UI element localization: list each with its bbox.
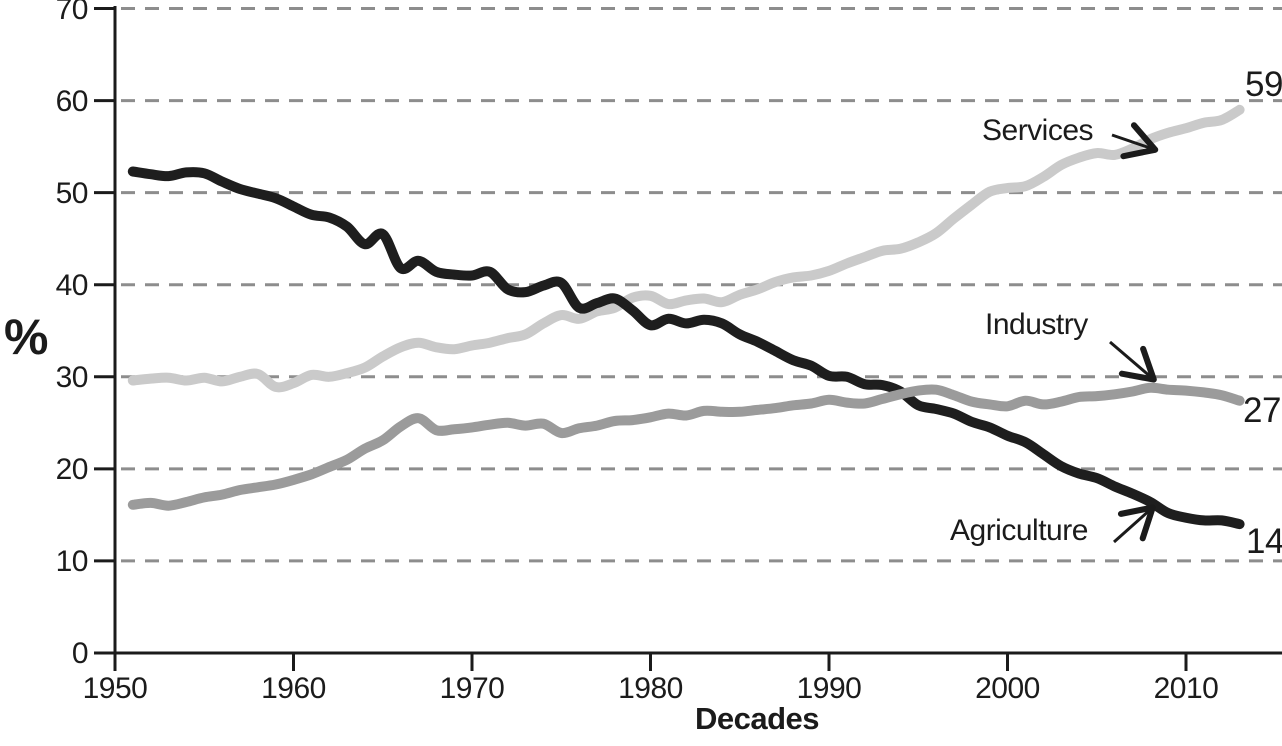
x-axis-title: Decades xyxy=(694,701,820,736)
series-label-agriculture: Agriculture xyxy=(950,514,1088,547)
services-arrow xyxy=(1111,122,1159,160)
x-tick-label-1990: 1990 xyxy=(796,672,862,705)
series-lines xyxy=(127,104,1245,530)
y-tick-label-20: 20 xyxy=(55,452,89,486)
end-value-agriculture: 14 xyxy=(1246,522,1282,561)
x-tick-label-1970: 1970 xyxy=(439,672,505,705)
x-tick-label-1980: 1980 xyxy=(618,672,683,705)
end-value-industry: 27 xyxy=(1243,391,1281,430)
axes xyxy=(94,6,1282,671)
x-tick-label-1960: 1960 xyxy=(261,672,326,705)
y-tick-label-60: 60 xyxy=(55,84,89,118)
series-line-agriculture xyxy=(127,166,1245,530)
agriculture-arrow xyxy=(1113,504,1156,544)
series-label-industry: Industry xyxy=(985,308,1088,341)
y-tick-label-50: 50 xyxy=(55,176,89,210)
y-tick-label-0: 0 xyxy=(71,637,89,670)
y-tick-label-30: 30 xyxy=(55,360,89,394)
industry-arrow xyxy=(1109,340,1157,383)
y-tick-label-70: 70 xyxy=(55,0,89,26)
y-tick-label-10: 10 xyxy=(55,544,89,578)
x-tick-label-1950: 1950 xyxy=(82,672,148,705)
x-tick-label-2000: 2000 xyxy=(975,672,1040,705)
annotation-arrows xyxy=(1109,122,1159,544)
y-tick-label-40: 40 xyxy=(55,268,89,302)
series-label-services: Services xyxy=(982,114,1094,147)
end-value-services: 59 xyxy=(1245,65,1282,104)
x-tick-label-2010: 2010 xyxy=(1153,672,1219,705)
series-line-services xyxy=(127,104,1245,393)
series-line-industry xyxy=(127,382,1245,511)
y-axis-title: % xyxy=(4,309,48,365)
